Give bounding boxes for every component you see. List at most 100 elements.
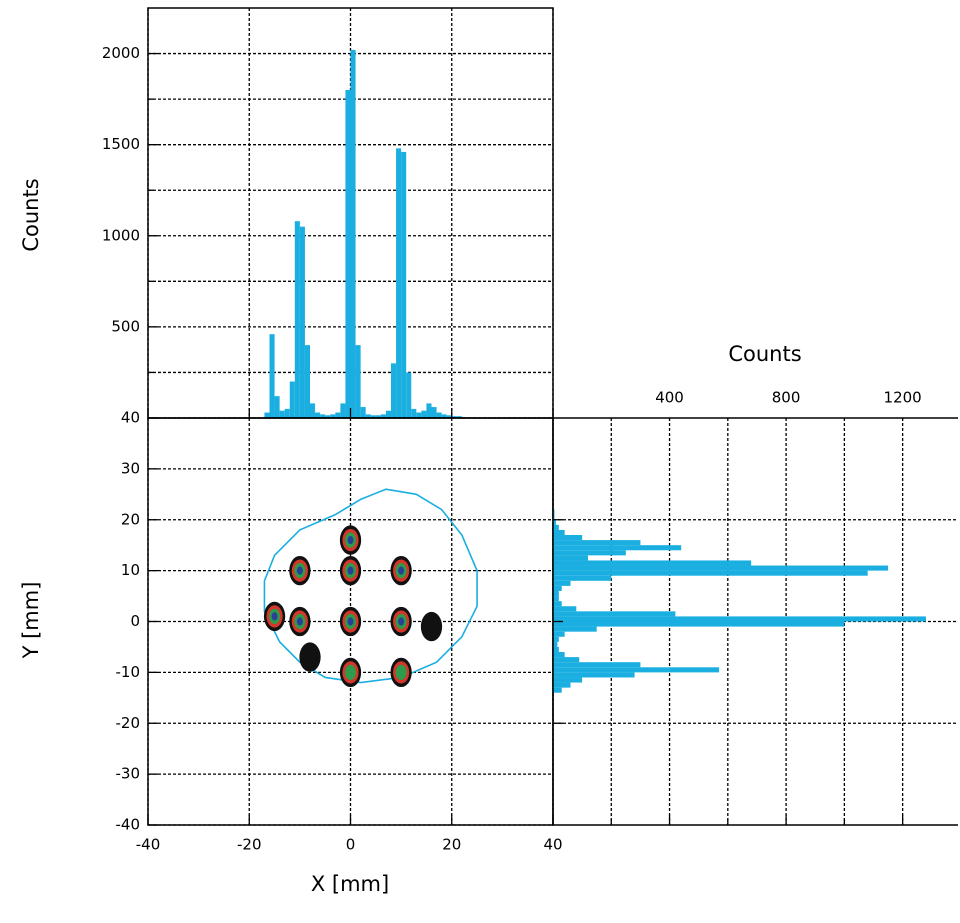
bar	[553, 555, 588, 560]
y-tick-label: 1500	[102, 135, 140, 153]
bar	[553, 586, 562, 591]
bar	[391, 363, 396, 418]
x-axis-title: Counts	[728, 342, 801, 366]
bar	[305, 345, 310, 418]
y-tick-label: 0	[130, 612, 140, 630]
y-tick-label: 1000	[102, 226, 140, 244]
bar	[553, 591, 559, 596]
spot-level	[398, 567, 404, 575]
bar	[295, 221, 300, 418]
spot-level	[299, 642, 320, 671]
x-tick-label: 800	[772, 389, 801, 407]
bar	[264, 413, 269, 418]
bar	[406, 372, 411, 418]
y-tick-label: 500	[111, 317, 140, 335]
bar	[356, 345, 361, 418]
spot	[340, 658, 361, 687]
bar	[361, 407, 366, 418]
bar	[553, 632, 565, 637]
spot-level	[345, 665, 356, 680]
spot-level	[348, 536, 354, 544]
y-axis-title: Y [mm]	[19, 582, 43, 660]
bar	[416, 413, 421, 418]
page: {"chart_data": [ {"type": "histogram", "…	[0, 0, 960, 923]
bar	[280, 411, 285, 418]
bar	[553, 560, 751, 565]
spot	[340, 607, 361, 636]
bar	[553, 627, 597, 632]
bar	[386, 411, 391, 418]
bar	[437, 413, 442, 418]
bar	[421, 411, 426, 418]
y-tick-label: -10	[116, 663, 141, 681]
bar	[351, 50, 356, 418]
x-tick-label: 1200	[884, 389, 922, 407]
y-tick-label: -20	[116, 714, 141, 732]
bar	[553, 545, 681, 550]
bar	[553, 535, 582, 540]
spot	[390, 556, 411, 585]
bar	[553, 647, 559, 652]
bar	[553, 576, 611, 581]
y-axis-title: Counts	[19, 178, 43, 251]
bar	[411, 409, 416, 418]
bar	[553, 657, 579, 662]
spot	[390, 607, 411, 636]
bar	[553, 571, 868, 576]
spot-level	[398, 617, 404, 625]
bar	[426, 403, 431, 418]
bar	[285, 409, 290, 418]
spot	[289, 556, 310, 585]
spot-level	[297, 567, 303, 575]
x-tick-label: 40	[543, 836, 562, 854]
spot	[390, 658, 411, 687]
bar	[553, 606, 576, 611]
spot-level	[297, 617, 303, 625]
x-tick-label: 20	[442, 836, 461, 854]
bar	[300, 227, 305, 418]
bar	[553, 672, 635, 677]
x-tick-label: -40	[136, 836, 161, 854]
bar	[553, 525, 559, 530]
spot	[264, 602, 285, 631]
spot-level	[421, 612, 442, 641]
bar	[553, 652, 565, 657]
spot	[340, 525, 361, 554]
bar	[553, 581, 570, 586]
spot	[299, 642, 320, 671]
bar	[553, 677, 582, 682]
x-tick-label: 400	[655, 389, 684, 407]
bar	[340, 403, 345, 418]
bar	[553, 662, 640, 667]
spot-level	[348, 567, 354, 575]
bar	[553, 540, 640, 545]
x-tick-label: 0	[346, 836, 356, 854]
bar	[553, 622, 844, 627]
spot-level	[396, 665, 407, 680]
bar	[553, 667, 719, 672]
bar	[553, 616, 926, 621]
bar	[345, 90, 350, 418]
y-tick-label: 10	[121, 561, 140, 579]
bar	[553, 688, 562, 693]
y-tick-label: 40	[121, 409, 140, 427]
y-tick-label: -40	[116, 816, 141, 834]
x-axis-title: X [mm]	[311, 872, 389, 896]
bar	[553, 596, 559, 601]
bar	[553, 566, 888, 571]
spot	[289, 607, 310, 636]
bar	[553, 550, 626, 555]
bar	[432, 407, 437, 418]
bar	[315, 413, 320, 418]
bar	[401, 152, 406, 418]
spot	[340, 556, 361, 585]
spot	[421, 612, 442, 641]
bar	[275, 396, 280, 418]
bar	[553, 530, 565, 535]
figure: 500100015002000-40-2002040-40-30-20-1001…	[0, 0, 960, 923]
bar	[553, 683, 570, 688]
y-tick-label: 20	[121, 510, 140, 528]
bar	[290, 382, 295, 418]
x-tick-label: -20	[237, 836, 262, 854]
bar	[553, 601, 562, 606]
